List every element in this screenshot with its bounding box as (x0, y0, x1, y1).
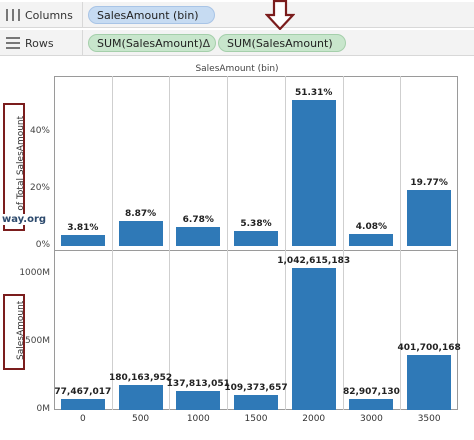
y-tick-label: 0% (35, 240, 50, 250)
dual-bar-chart: SalesAmount (bin) % of Total SalesAmount… (0, 58, 474, 440)
x-tick-label: 2000 (302, 414, 326, 424)
bar-data-label: 51.31% (294, 87, 333, 98)
rows-shelf: Rows SUM(SalesAmount) Δ SUM(SalesAmount) (0, 30, 474, 56)
y-tick-label: 500M (25, 335, 50, 346)
bar-3500[interactable] (407, 355, 452, 410)
column-gridline (284, 76, 286, 410)
bar-3500[interactable] (407, 189, 452, 246)
bar-1500[interactable] (234, 395, 278, 410)
x-tick-label: 3500 (417, 414, 441, 424)
bar-3000[interactable] (349, 234, 394, 246)
rows-pill-1-label: SUM(SalesAmount) (97, 36, 203, 50)
columns-pill-salesamount-bin[interactable]: SalesAmount (bin) (88, 6, 215, 24)
bar-data-label: 19.77% (410, 177, 448, 188)
bar-data-label: 3.81% (67, 223, 99, 234)
x-tick-label: 0 (79, 414, 86, 424)
columns-shelf: Columns SalesAmount (bin) (0, 2, 474, 28)
bar-data-label: 137,813,051 (166, 379, 230, 390)
shelf-divider (82, 30, 83, 56)
column-gridline (169, 76, 171, 410)
annotation-box-top (3, 103, 25, 231)
shelf-divider (82, 2, 83, 28)
x-tick-label: 1000 (186, 414, 210, 424)
y-tick-label: 0M (36, 404, 51, 414)
y-tick-label: 20% (29, 183, 50, 194)
x-tick-label: 3000 (359, 414, 383, 424)
rows-shelf-label: Rows (6, 30, 54, 56)
bar-0[interactable] (60, 399, 105, 410)
rows-label: Rows (25, 36, 54, 50)
y-tick-label: 40% (29, 126, 50, 137)
bar-2000[interactable] (291, 268, 336, 410)
bar-0[interactable] (60, 235, 105, 246)
columns-icon (6, 9, 20, 21)
columns-label: Columns (25, 8, 73, 22)
bar-3000[interactable] (349, 398, 394, 410)
down-arrow-icon (265, 0, 295, 30)
rows-icon (6, 37, 20, 49)
bar-data-label: 401,700,168 (397, 343, 461, 354)
x-tick-label: 1500 (244, 414, 268, 424)
bar-500[interactable] (118, 220, 163, 246)
bar-data-label: 6.78% (182, 214, 214, 225)
x-tick-label: 500 (131, 414, 150, 424)
bar-data-label: 8.87% (124, 208, 157, 219)
column-gridline (400, 76, 402, 410)
bar-data-label: 180,163,952 (108, 373, 173, 384)
rows-pill-sum-salesamount-2[interactable]: SUM(SalesAmount) (218, 34, 346, 52)
column-gridline (111, 76, 113, 410)
bar-500[interactable] (118, 385, 163, 410)
bar-1000[interactable] (176, 226, 221, 246)
y-tick-label: 1000M (19, 267, 50, 278)
pane-separator (54, 250, 458, 251)
watermark-text: way.org (0, 214, 49, 225)
bar-data-label: 4.08% (355, 222, 388, 233)
columns-shelf-label: Columns (6, 2, 73, 28)
chart-title: SalesAmount (bin) (195, 64, 279, 74)
bar-data-label: 82,907,130 (342, 386, 400, 397)
column-gridline (342, 76, 344, 410)
bar-1500[interactable] (234, 230, 278, 246)
bar-data-label: 109,373,657 (224, 383, 288, 394)
table-calc-delta-icon: Δ (202, 36, 211, 50)
rows-pill-sum-salesamount-1[interactable]: SUM(SalesAmount) Δ (88, 34, 216, 52)
bar-data-label: 1,042,615,183 (277, 256, 351, 266)
bar-data-label: 77,467,017 (54, 387, 112, 398)
bar-1000[interactable] (176, 391, 221, 410)
column-gridline (227, 76, 229, 410)
annotation-box-bottom (3, 294, 25, 370)
bar-data-label: 5.38% (240, 218, 272, 229)
bar-2000[interactable] (291, 99, 336, 246)
